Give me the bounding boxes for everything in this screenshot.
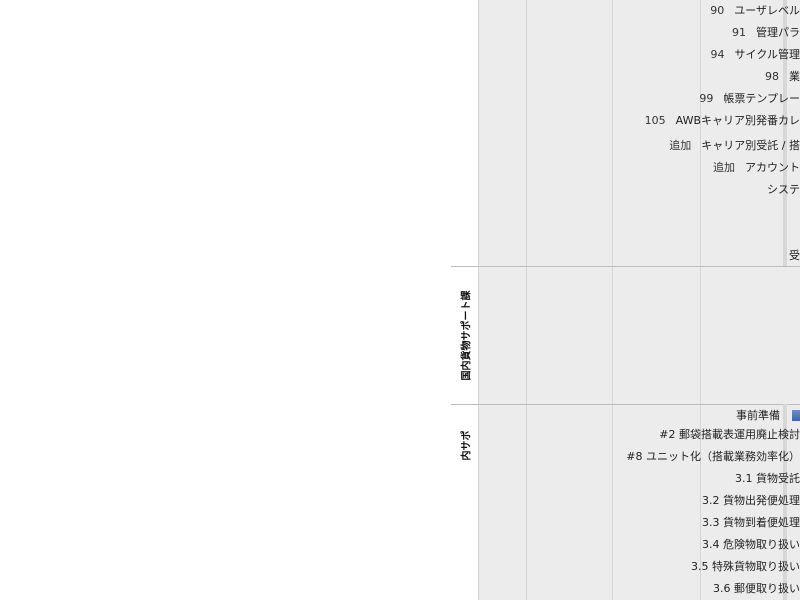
task-row[interactable]: 3.6 郵便取り扱い: [713, 578, 800, 600]
task-name: システ: [767, 183, 800, 196]
task-row[interactable]: 追加 キャリア別受託 / 搭: [669, 135, 800, 157]
task-number: 追加: [713, 161, 735, 174]
task-name: AWBキャリア別発番カレ: [675, 114, 800, 127]
task-name: アカウント: [745, 161, 800, 174]
section-label-text: 内サポ: [461, 430, 472, 460]
task-number: 98: [765, 70, 779, 83]
gantt-chart-area: [451, 0, 800, 600]
grid-line: [526, 0, 527, 600]
task-row[interactable]: 98 業: [765, 66, 800, 88]
task-name: 業: [789, 70, 800, 83]
task-number: 99: [699, 92, 714, 105]
section-label-column: [451, 0, 478, 600]
task-row[interactable]: 105 AWBキャリア別発番カレ: [645, 110, 800, 132]
section-label-text: 国内貨物サポート課: [461, 290, 472, 381]
task-name: #2 郵袋搭載表運用廃止検討: [659, 428, 800, 441]
task-name: 3.1 貨物受託: [735, 472, 800, 485]
section-divider: [451, 266, 800, 267]
task-number: 94: [710, 48, 725, 61]
task-name: 3.4 危険物取り扱い: [702, 538, 800, 551]
task-name: 3.3 貨物到着便処理: [702, 516, 800, 529]
gantt-bar[interactable]: [792, 410, 800, 421]
task-row[interactable]: 追加 アカウント: [713, 157, 800, 179]
task-row[interactable]: 90 ユーザレベル: [710, 0, 800, 22]
task-name: 管理パラ: [756, 26, 800, 39]
section-label-naisapo: 内サポ: [451, 405, 478, 485]
task-name: 3.2 貨物出発便処理: [702, 494, 800, 507]
task-name: #8 ユニット化（搭載業務効率化）: [626, 450, 800, 463]
task-row[interactable]: 3.2 貨物出発便処理: [702, 490, 800, 512]
task-name: 受: [789, 249, 800, 262]
task-row[interactable]: システ: [757, 179, 800, 201]
task-row[interactable]: 3.4 危険物取り扱い: [702, 534, 800, 556]
task-row[interactable]: #2 郵袋搭載表運用廃止検討: [659, 424, 800, 446]
section-label-kokunai: 国内貨物サポート課: [451, 267, 478, 404]
task-name: 3.5 特殊貨物取り扱い: [691, 560, 800, 573]
task-name: 事前準備: [736, 409, 780, 422]
task-name: 3.6 郵便取り扱い: [713, 582, 800, 595]
task-name: サイクル管理: [734, 48, 800, 61]
timeline-marker: [783, 0, 787, 266]
task-name: キャリア別受託 / 搭: [701, 139, 800, 152]
task-number: 追加: [669, 139, 692, 152]
task-name: 帳票テンプレー: [723, 92, 800, 105]
task-row[interactable]: 受: [779, 245, 800, 267]
task-number: 105: [644, 114, 666, 127]
task-row[interactable]: 91 管理パラ: [732, 22, 800, 44]
task-row[interactable]: 3.5 特殊貨物取り扱い: [691, 556, 800, 578]
task-name: ユーザレベル: [734, 4, 800, 17]
grid-line: [478, 0, 479, 600]
task-number: 91: [732, 26, 746, 39]
timeline-marker: [783, 404, 787, 600]
task-row[interactable]: #8 ユニット化（搭載業務効率化）: [626, 446, 800, 468]
task-row[interactable]: 3.1 貨物受託: [735, 468, 800, 490]
task-row[interactable]: 3.3 貨物到着便処理: [702, 512, 800, 534]
grid-line: [612, 0, 613, 600]
task-row[interactable]: 94 サイクル管理: [711, 44, 800, 66]
task-number: 90: [710, 4, 725, 17]
grid-line: [700, 0, 701, 600]
section-divider: [451, 404, 800, 405]
task-row[interactable]: 事前準備: [736, 405, 780, 427]
task-row[interactable]: 99 帳票テンプレー: [699, 88, 800, 110]
